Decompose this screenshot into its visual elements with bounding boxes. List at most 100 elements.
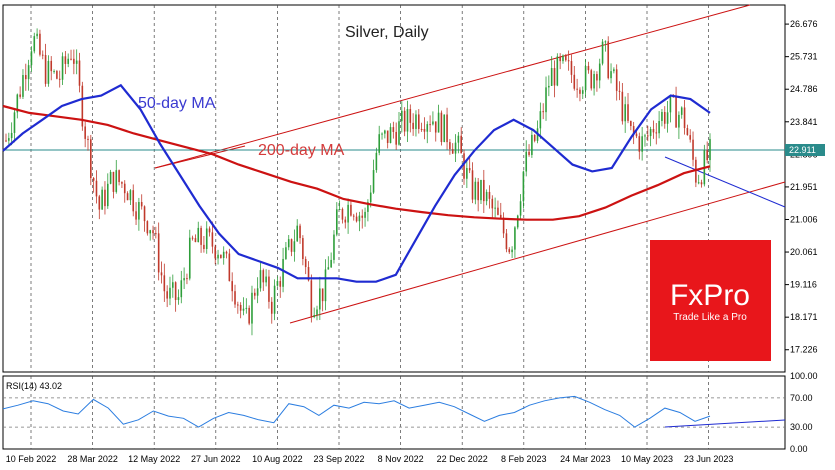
candle-body: [234, 291, 236, 305]
candle-body: [344, 219, 347, 223]
candle-body: [169, 287, 171, 299]
candle-body: [562, 55, 564, 62]
candle-body: [67, 58, 70, 64]
candle-body: [384, 130, 386, 134]
candle-body: [505, 233, 508, 250]
candle-body: [542, 111, 544, 113]
candle-body: [644, 135, 646, 137]
candle-body: [157, 233, 160, 273]
candle-body: [573, 74, 576, 89]
candle-body: [627, 104, 629, 121]
candle-body: [528, 151, 530, 155]
candle-body: [183, 278, 185, 281]
date-tick-label: 22 Dec 2022: [437, 454, 488, 464]
candle-body: [293, 241, 296, 252]
candle-body: [352, 215, 355, 217]
price-tick-label: 21.006: [790, 214, 818, 224]
candle-body: [205, 228, 208, 249]
candle-body: [604, 41, 607, 43]
candle-body: [491, 198, 494, 209]
date-tick-label: 10 Aug 2022: [252, 454, 303, 464]
fxpro-logo: FxPro Trade Like a Pro: [650, 240, 771, 361]
candle-body: [24, 75, 27, 80]
candle-body: [118, 170, 120, 183]
candle-body: [70, 58, 72, 60]
candle-body: [61, 56, 64, 80]
candle-body: [152, 230, 154, 234]
candle-body: [468, 168, 471, 171]
candle-body: [499, 214, 502, 218]
candle-body: [638, 136, 641, 152]
candle-body: [669, 96, 672, 113]
candle-body: [378, 134, 381, 153]
candle-body: [613, 69, 615, 72]
candle-body: [567, 60, 570, 62]
candle-body: [282, 258, 284, 287]
price-tick-label: 24.786: [790, 84, 818, 94]
candle-body: [480, 179, 482, 201]
candle-body: [584, 65, 587, 91]
candle-body: [248, 307, 250, 324]
price-tick-label: 20.061: [790, 247, 818, 257]
candle-body: [58, 78, 61, 80]
candle-body: [203, 244, 205, 249]
candle-body: [104, 189, 106, 207]
candle-body: [641, 136, 643, 152]
candle-body: [129, 190, 132, 201]
date-tick-label: 27 Jun 2022: [191, 454, 241, 464]
candle-body: [596, 74, 598, 81]
channel-upper-line: [154, 4, 751, 169]
candle-body: [237, 304, 239, 306]
candle-body: [454, 142, 457, 154]
candle-body: [222, 251, 225, 258]
candle-body: [121, 182, 123, 184]
candle-body: [197, 227, 200, 243]
rsi-tick-label: 0.00: [790, 444, 808, 454]
candle-body: [355, 216, 358, 222]
candle-body: [570, 61, 573, 75]
candle-body: [112, 171, 115, 192]
candle-body: [502, 217, 505, 234]
candle-body: [33, 36, 36, 52]
candle-body: [73, 58, 75, 64]
candle-body: [296, 225, 299, 242]
candle-body: [632, 126, 635, 134]
candle-body: [231, 281, 233, 292]
candle-body: [412, 122, 414, 129]
candle-body: [75, 60, 78, 64]
candle-body: [341, 209, 344, 220]
candle-body: [434, 121, 437, 133]
candle-body: [78, 60, 81, 86]
candle-body: [686, 128, 689, 136]
candle-body: [429, 124, 431, 126]
candle-body: [335, 209, 338, 235]
candle-body: [180, 280, 183, 298]
candle-body: [13, 112, 16, 133]
price-tick-label: 19.116: [790, 280, 817, 290]
candle-body: [27, 65, 30, 80]
candle-body: [47, 60, 50, 84]
candle-body: [598, 63, 601, 81]
candle-body: [635, 133, 638, 137]
candle-body: [624, 104, 626, 122]
candle-body: [44, 55, 47, 84]
candle-body: [471, 170, 474, 200]
candle-body: [403, 110, 406, 132]
candle-body: [358, 215, 361, 222]
candle-body: [680, 107, 683, 115]
candle-body: [511, 249, 513, 253]
candle-body: [50, 60, 53, 72]
candle-body: [188, 237, 191, 279]
candle-body: [208, 228, 211, 233]
date-tick-label: 10 May 2023: [621, 454, 673, 464]
candle-body: [30, 51, 33, 66]
candle-body: [84, 126, 86, 139]
candle-body: [423, 129, 426, 132]
candle-body: [389, 127, 392, 143]
candle-body: [683, 107, 686, 129]
candle-body: [615, 69, 618, 91]
candle-body: [172, 282, 174, 288]
candle-body: [553, 68, 556, 86]
candle-body: [81, 85, 84, 127]
rsi-tick-label: 100.00: [790, 371, 818, 381]
